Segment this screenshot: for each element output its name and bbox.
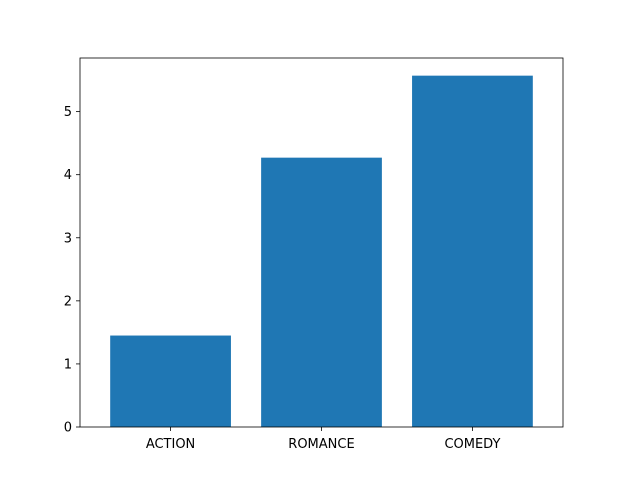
y-tick-label-1: 1 (64, 357, 72, 372)
y-tick-label-2: 2 (64, 294, 72, 309)
x-tick-label-romance: ROMANCE (288, 437, 354, 452)
bar-action (110, 335, 231, 427)
bar-romance (261, 157, 382, 427)
y-tick-label-0: 0 (64, 421, 72, 436)
x-tick-label-comedy: COMEDY (444, 437, 500, 452)
y-tick-label-3: 3 (64, 231, 72, 246)
x-tick-label-action: ACTION (146, 437, 195, 452)
y-tick-label-5: 5 (64, 105, 72, 120)
y-tick-label-4: 4 (64, 168, 72, 183)
bar-comedy (412, 75, 533, 427)
plot-area: ACTION ROMANCE COMEDY 0 1 2 3 4 5 (64, 57, 564, 452)
axes-frame (79, 57, 564, 428)
